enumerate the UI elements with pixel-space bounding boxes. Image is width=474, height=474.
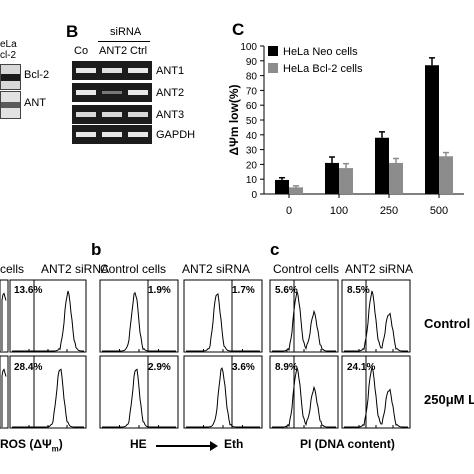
panelC-bar [389, 162, 403, 194]
panelC-ytick-label: 80 [246, 72, 258, 83]
panel-c-pct-2: 8.5% [347, 285, 370, 296]
panelC-bar [425, 65, 439, 195]
panelC-bar [289, 187, 303, 194]
panel-a-header-1: cells [0, 262, 25, 276]
panelC-ytick-label: 20 [246, 160, 258, 171]
panel-b-xaxis-left: HE [130, 437, 147, 451]
panelC-letter: C [232, 20, 245, 39]
histogram-curve [12, 290, 85, 352]
histogram-frame [0, 355, 9, 429]
panelC-bar [275, 179, 289, 194]
histogram-curve [272, 367, 336, 428]
panelC-ytick-label: 70 [246, 86, 258, 97]
panel-a-pct-bottom: 28.4% [14, 362, 43, 373]
panelC-chart: ΔΨm low(%) 0 10 20 30 40 50 60 70 80 90 100 0 100 250… [227, 42, 464, 217]
panel-c-pct-1: 5.6% [275, 285, 298, 296]
row-label-250um: 250μM L [424, 392, 474, 407]
panelA-blot-ant [0, 91, 21, 119]
panelB-group-line [98, 41, 150, 42]
histogram-curve [1, 368, 7, 427]
panel-a-plots [0, 279, 87, 429]
panel-c-header-1: Control cells [273, 262, 340, 276]
panelC-bar [375, 137, 389, 194]
panelC-bar [439, 156, 453, 194]
histogram-frame [0, 279, 9, 353]
histogram-curve [272, 291, 336, 352]
panelC-ytick-label: 60 [246, 101, 258, 112]
arrow-right-icon [156, 441, 218, 451]
panel-b-pct-4: 3.6% [232, 362, 255, 373]
panel-b-xaxis-right: Eth [224, 437, 244, 451]
panelB-group-label: siRNA [110, 26, 142, 38]
panelC-ytick-label: 0 [251, 190, 257, 201]
panelB-gel-ant2 [72, 83, 152, 102]
panelC-bar [339, 168, 353, 194]
panel-c-pct-4: 24.1% [347, 362, 376, 373]
panelB-gel-ant3 [72, 105, 152, 124]
panelB-gel-gapdh [72, 125, 152, 144]
panelC-xtick-label: 100 [330, 205, 348, 217]
panelB-lane-ant2: ANT2 [99, 45, 128, 57]
panelC-ytick-label: 10 [246, 175, 258, 186]
panel-a-header-2: ANT2 siRNA [41, 262, 110, 276]
panel-b-letter: b [91, 240, 102, 259]
panel-b-pct-2: 1.7% [232, 285, 255, 296]
histogram-curve [186, 367, 260, 428]
panelC-xtick-label: 500 [430, 205, 448, 217]
panel-c-header-2: ANT2 siRNA [345, 262, 414, 276]
histogram-curve [344, 366, 408, 428]
panelB-row-ant1: ANT1 [156, 65, 185, 77]
panelB-lane-co: Co [74, 45, 89, 57]
panelC-ytick-label: 50 [246, 116, 258, 127]
panelC-legend-swatch [268, 46, 278, 56]
panelB-gel-ant1 [72, 61, 152, 80]
histogram-curve [344, 290, 409, 352]
panel-c-xaxis: PI (DNA content) [300, 437, 395, 451]
panelA-header-2: cl-2 [0, 50, 17, 61]
panelC-ylabel: ΔΨm low(%) [227, 84, 241, 155]
histogram-curve [12, 368, 84, 428]
panel-b-pct-3: 2.9% [148, 362, 171, 373]
panel-b-header-1: Control cells [100, 262, 167, 276]
panelC-legend-label: HeLa Neo cells [283, 46, 358, 58]
panelB-lane-ctrl: Ctrl [130, 45, 148, 57]
panelC-ytick-label: 90 [246, 57, 258, 68]
panel-a-pct-top: 13.6% [14, 285, 43, 296]
histogram-curve [102, 368, 176, 428]
panelC-ytick-label: 100 [240, 42, 257, 53]
row-label-control: Control [424, 316, 471, 331]
panel-a-xaxis: ROS (ΔΨm) [0, 437, 63, 454]
panelA-header-1: eLa [0, 39, 17, 50]
panelA-blot-bcl2 [0, 64, 21, 90]
panelB-row-gapdh: GAPDH [156, 129, 196, 141]
histogram-curve [1, 292, 7, 351]
histogram-curve [102, 291, 176, 352]
panel-b-header-2: ANT2 siRNA [182, 262, 251, 276]
panelC-xtick-label: 0 [286, 205, 292, 217]
panelC-ytick-label: 40 [246, 131, 258, 142]
panel-c-pct-3: 8.9% [275, 362, 298, 373]
panelC-ytick-label: 30 [246, 146, 258, 157]
panel-b-pct-1: 1.9% [148, 285, 171, 296]
panel-c-letter: c [270, 240, 280, 259]
panelB-row-ant2: ANT2 [156, 87, 185, 99]
panelA-label-bcl2: Bcl-2 [24, 69, 50, 81]
panelC-legend-swatch [268, 63, 278, 73]
panelA-label-ant: ANT [24, 97, 46, 109]
panelC-legend-label: HeLa Bcl-2 cells [283, 63, 363, 75]
panelB-letter: B [66, 22, 79, 41]
panel-c-plots [269, 279, 411, 429]
panelC-xtick-label: 250 [380, 205, 398, 217]
panelB-row-ant3: ANT3 [156, 109, 185, 121]
panel-b-plots [99, 279, 263, 429]
histogram-curve [186, 293, 260, 352]
panelC-bar [325, 162, 339, 194]
